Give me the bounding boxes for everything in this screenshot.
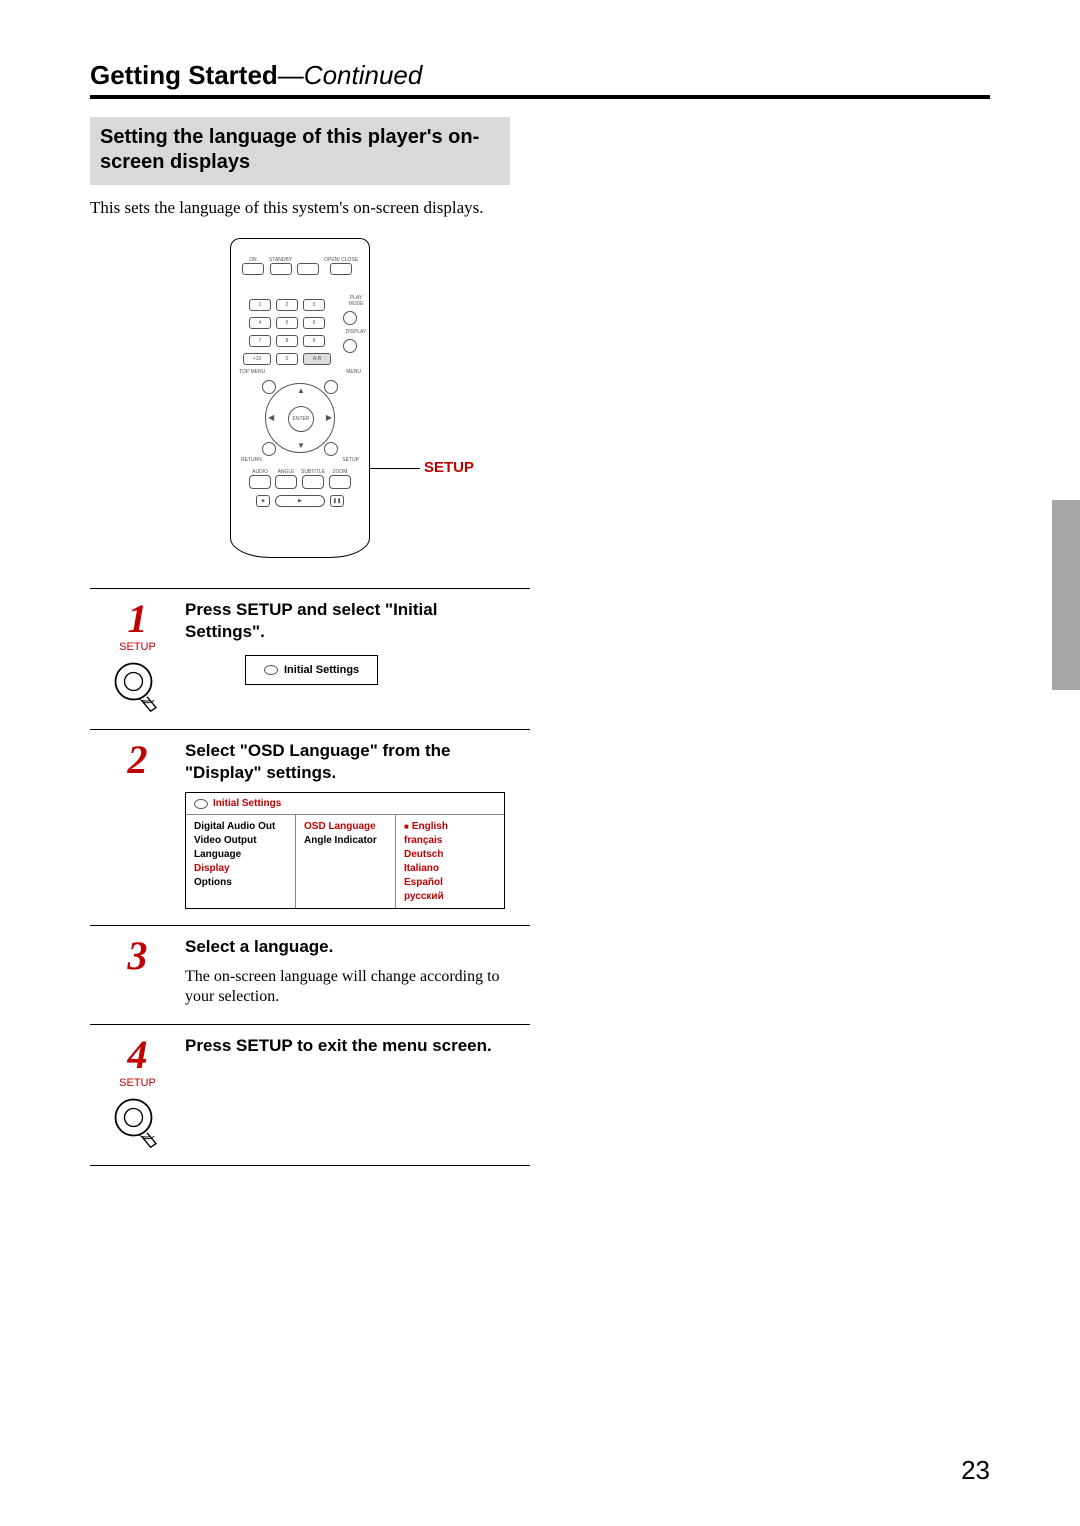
remote-figure: ON STANDBY OPEN/ CLOSE 123 456 789 +100A… <box>90 238 510 558</box>
remote-btn-1: 1 <box>249 299 271 311</box>
step-4: 4 SETUP Press SETUP to exit the menu scr… <box>90 1025 530 1166</box>
remote-btn-open <box>330 263 352 275</box>
settings-col-1: Digital Audio Out Video Output Language … <box>186 815 296 908</box>
setup-callout-text: SETUP <box>424 459 474 476</box>
remote-label-playmode: PLAY MODE <box>343 295 369 307</box>
step-body: The on-screen language will change accor… <box>185 967 522 1009</box>
step-number: 2 <box>128 740 148 780</box>
remote-arrow-down: ▼ <box>297 441 305 450</box>
remote-label-display: DISPLAY <box>343 329 369 335</box>
settings-lang: Deutsch <box>404 849 496 860</box>
remote-arrow-up: ▲ <box>297 386 305 395</box>
remote-label-return: RETURN <box>241 457 262 463</box>
intro-text: This sets the language of this system's … <box>90 197 510 218</box>
page-heading: Getting Started—Continued <box>90 60 990 99</box>
settings-panel-head: Initial Settings <box>213 798 281 809</box>
remote-btn-on <box>242 263 264 275</box>
setup-button-icon <box>111 1095 165 1149</box>
remote-ring-topmenu <box>262 380 276 394</box>
remote-btn-5: 5 <box>276 317 298 329</box>
remote-btn-6: 6 <box>303 317 325 329</box>
remote-ring-setup <box>324 442 338 456</box>
step-3: 3 Select a language. The on-screen langu… <box>90 926 530 1025</box>
remote-btn-0: 0 <box>276 353 298 365</box>
setup-button-icon <box>111 659 165 713</box>
remote-btn-subtitle <box>302 475 324 489</box>
remote-btn-7: 7 <box>249 335 271 347</box>
heading-sub: —Continued <box>278 60 423 90</box>
remote-btn-audio <box>249 475 271 489</box>
settings-lang: Español <box>404 877 496 888</box>
settings-panel: Initial Settings Digital Audio Out Video… <box>185 792 505 909</box>
remote-btn-4: 4 <box>249 317 271 329</box>
step-2: 2 Select "OSD Language" from the "Displa… <box>90 730 530 926</box>
remote-btn-transport-play: ▶ <box>275 495 325 507</box>
page-number: 23 <box>961 1455 990 1486</box>
step-number: 4 <box>128 1035 148 1075</box>
step-1: 1 SETUP Press SETUP and select "Initial … <box>90 589 530 730</box>
remote-control: ON STANDBY OPEN/ CLOSE 123 456 789 +100A… <box>230 238 370 558</box>
remote-btn-8: 8 <box>276 335 298 347</box>
remote-ring-return <box>262 442 276 456</box>
step-title: Select "OSD Language" from the "Display"… <box>185 740 522 784</box>
remote-btn-transport-2: ❚❚ <box>330 495 344 507</box>
remote-btn-transport-1: ■ <box>256 495 270 507</box>
settings-item: Video Output <box>194 835 287 846</box>
step-title: Select a language. <box>185 936 522 958</box>
remote-btn-3: 3 <box>303 299 325 311</box>
remote-btn-9: 9 <box>303 335 325 347</box>
remote-btn-playmode <box>343 311 357 325</box>
remote-label-setup: SETUP <box>342 457 359 463</box>
settings-lang: русский <box>404 891 496 902</box>
settings-item: Angle Indicator <box>304 835 387 846</box>
steps-list: 1 SETUP Press SETUP and select "Initial … <box>90 588 530 1166</box>
remote-btn-display <box>343 339 357 353</box>
settings-item: Digital Audio Out <box>194 821 287 832</box>
disc-icon <box>194 799 208 809</box>
remote-label-topmenu: TOP MENU <box>239 369 265 375</box>
remote-nav-ring: ▲ ▼ ◀ ▶ ENTER <box>265 383 335 453</box>
settings-item: Options <box>194 877 287 888</box>
remote-btn-ab: A-B <box>303 353 331 365</box>
disc-icon <box>264 665 278 675</box>
step-title: Press SETUP to exit the menu screen. <box>185 1035 522 1057</box>
page: Getting Started—Continued Setting the la… <box>0 0 1080 1526</box>
settings-lang: Italiano <box>404 863 496 874</box>
settings-lang: français <box>404 835 496 846</box>
setup-callout-line <box>370 468 420 469</box>
settings-col-2: OSD Language Angle Indicator <box>296 815 396 908</box>
step-number: 1 <box>128 599 148 639</box>
step-title: Press SETUP and select "Initial Settings… <box>185 599 522 643</box>
step-left-label: SETUP <box>119 641 156 653</box>
settings-item: Language <box>194 849 287 860</box>
remote-btn-2: 2 <box>276 299 298 311</box>
settings-lang-english: English <box>404 821 496 832</box>
remote-btn-plus10: +10 <box>243 353 271 365</box>
remote-btn-zoom <box>329 475 351 489</box>
heading-main: Getting Started <box>90 60 278 90</box>
step-number: 3 <box>128 936 148 976</box>
remote-enter: ENTER <box>288 406 314 432</box>
menu-initial-settings-box: Initial Settings <box>245 655 378 685</box>
remote-btn-blank <box>297 263 319 275</box>
remote-btn-angle <box>275 475 297 489</box>
section-title: Setting the language of this player's on… <box>90 117 510 185</box>
side-tab <box>1052 500 1080 690</box>
settings-item-selected: Display <box>194 863 287 874</box>
step-left-label: SETUP <box>119 1077 156 1089</box>
remote-arrow-left: ◀ <box>268 413 274 422</box>
remote-label-menu: MENU <box>346 369 361 375</box>
settings-item-selected: OSD Language <box>304 821 387 832</box>
menu-initial-settings-label: Initial Settings <box>284 664 359 676</box>
remote-ring-menu <box>324 380 338 394</box>
remote-btn-standby <box>270 263 292 275</box>
settings-col-3: English français Deutsch Italiano Españo… <box>396 815 504 908</box>
remote-arrow-right: ▶ <box>326 413 332 422</box>
